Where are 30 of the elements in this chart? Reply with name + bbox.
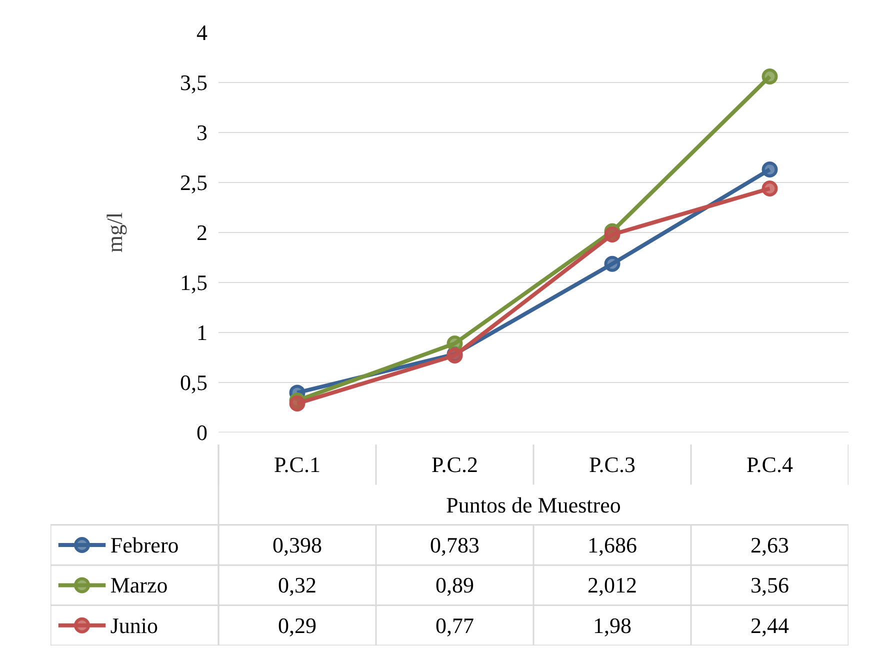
data-label: 1,98 — [593, 612, 632, 638]
x-tick-label: P.C.4 — [746, 452, 793, 478]
data-label: 3,56 — [750, 572, 789, 598]
x-axis-title: Puntos de Muestreo — [446, 492, 621, 518]
legend-label: Junio — [110, 612, 158, 638]
data-label: 0,398 — [272, 532, 322, 558]
y-tick-label: 1,5 — [180, 270, 208, 295]
data-label: 0,77 — [436, 612, 474, 638]
data-label: 2,012 — [588, 572, 637, 598]
data-label: 2,63 — [750, 532, 789, 558]
data-label: 0,32 — [278, 572, 316, 598]
y-tick-label: 3 — [196, 120, 208, 145]
y-tick-label: 4 — [196, 20, 208, 45]
x-tick-label: P.C.3 — [589, 452, 636, 478]
data-label: 1,686 — [588, 532, 637, 558]
legend-label: Marzo — [110, 572, 168, 598]
y-tick-label: 0 — [196, 420, 208, 445]
y-tick-label: 0,5 — [180, 370, 208, 395]
x-tick-label: P.C.1 — [274, 452, 320, 478]
y-axis-title: mg/l — [102, 212, 127, 253]
x-tick-label: P.C.2 — [432, 452, 478, 478]
y-tick-label: 1 — [196, 320, 208, 345]
y-tick-label: 2,5 — [180, 170, 208, 195]
data-label: 0,783 — [430, 532, 480, 558]
data-label: 0,29 — [278, 612, 316, 638]
y-tick-label: 3,5 — [180, 70, 208, 95]
data-label: 2,44 — [750, 612, 789, 638]
y-tick-label: 2 — [196, 220, 208, 245]
data-label: 0,89 — [436, 572, 474, 598]
legend-label: Febrero — [110, 532, 179, 558]
